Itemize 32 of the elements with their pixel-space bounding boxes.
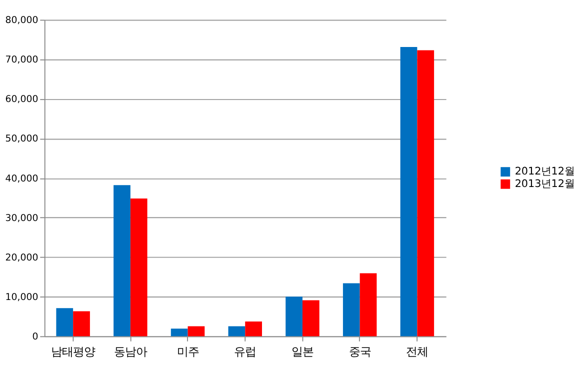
bar [302,300,320,336]
bar [342,283,360,336]
x-tick-label: 전체 [406,344,428,359]
bar [170,328,188,336]
y-tick-label: 0 [32,332,38,342]
bar [417,50,434,336]
bar [245,322,262,336]
y-tick-label: 10,000 [5,292,38,303]
x-tick-label: 유럽 [234,344,256,359]
y-tick-label: 40,000 [5,173,38,184]
y-tick-label: 20,000 [5,252,38,264]
bar [188,326,205,336]
bar [73,311,90,336]
bar [228,326,246,336]
x-tick-label: 미주 [176,344,199,359]
bar [360,273,377,336]
legend-label: 2013년12월 [514,178,574,190]
y-tick-label: 50,000 [5,134,38,145]
bar [56,308,74,336]
x-tick-label: 남태평양 [51,344,96,359]
legend-label: 2012년12월 [514,166,574,178]
bar [130,198,148,336]
x-tick-label: 동남아 [114,344,147,359]
x-tick-label: 중국 [348,344,371,359]
x-tick-label: 일본 [291,344,314,359]
y-tick-label: 80,000 [5,15,38,26]
y-tick-label: 60,000 [5,94,38,106]
y-tick-label: 30,000 [5,212,38,224]
bar [286,296,302,336]
bar [114,185,130,336]
bar [400,47,418,336]
y-tick-label: 70,000 [5,54,38,66]
